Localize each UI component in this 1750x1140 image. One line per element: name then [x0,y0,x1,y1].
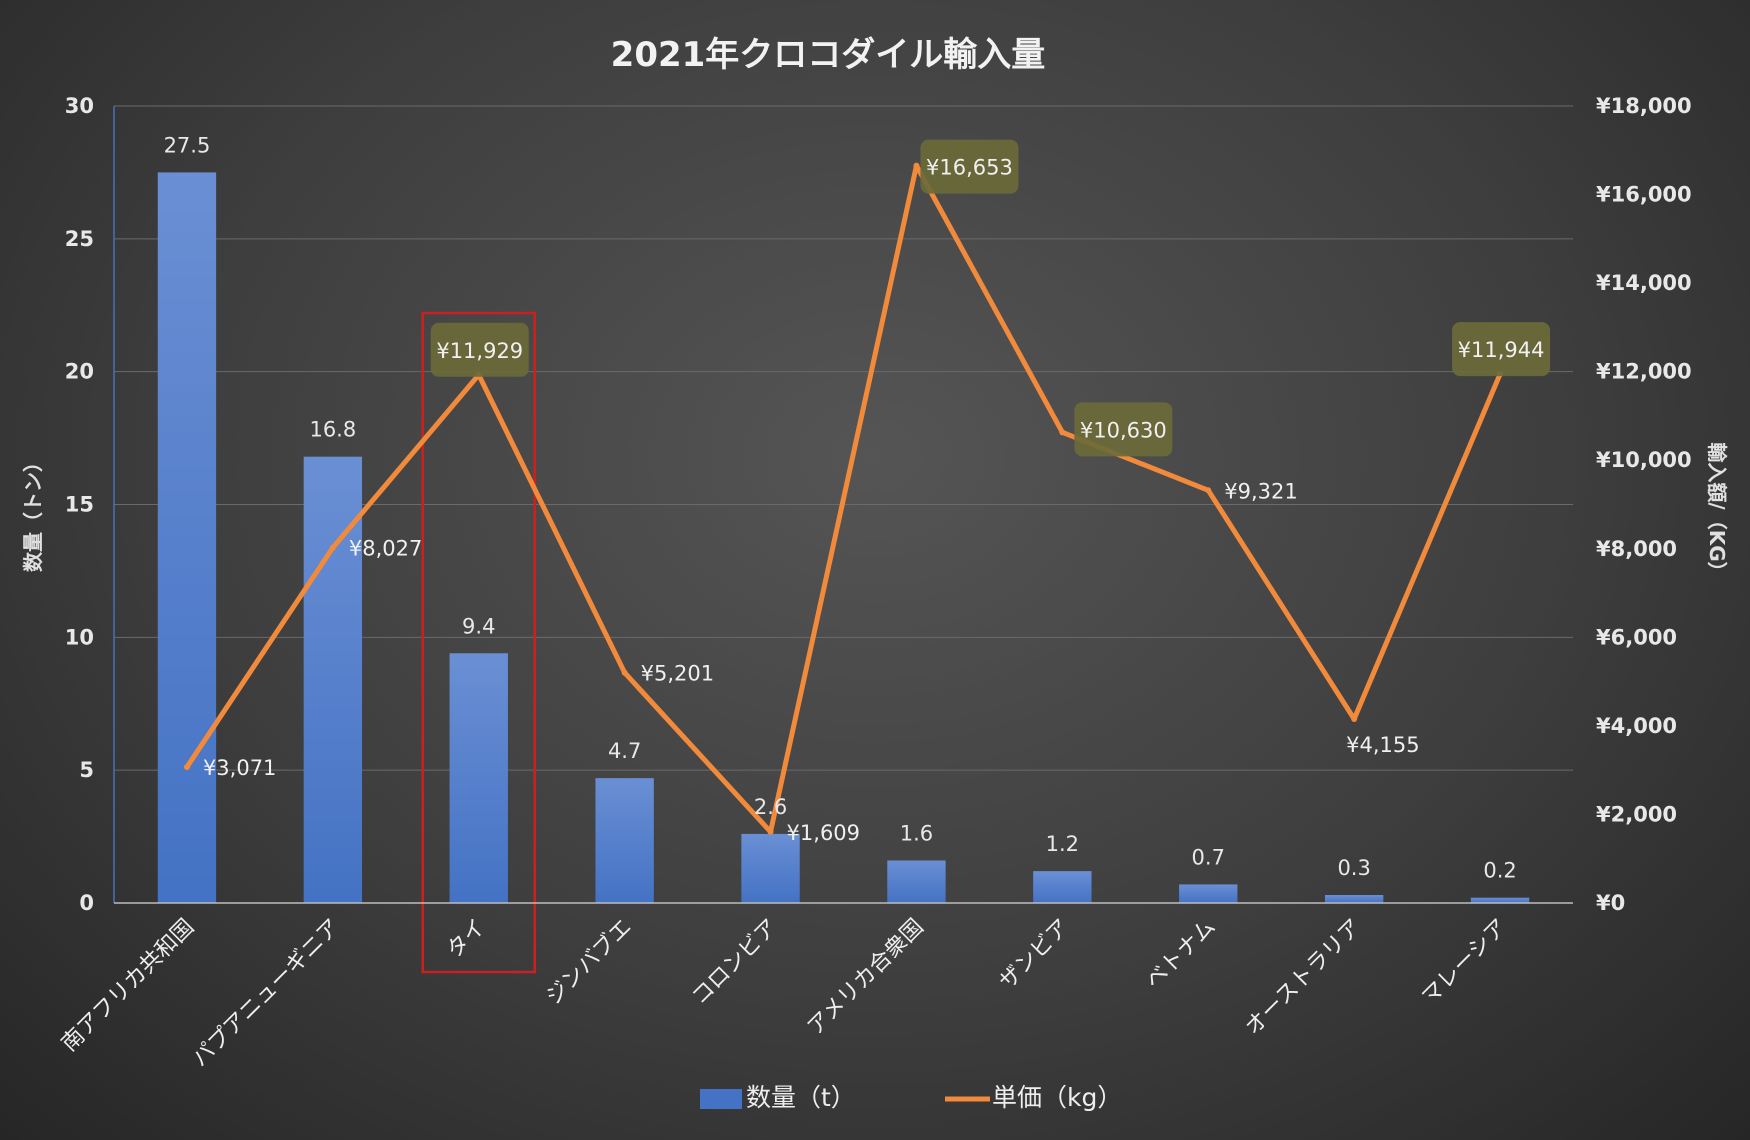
line-data-label: ¥16,653 [926,156,1013,180]
bar [1470,897,1530,903]
line-data-label: ¥11,944 [1458,338,1545,362]
line-point [767,828,774,835]
line-data-label: ¥9,321 [1224,479,1297,503]
chart-title: 2021年クロコダイル輸入量 [611,35,1046,75]
y-right-tick-label: ¥18,000 [1596,94,1692,118]
line-point [913,162,920,169]
bar [1179,884,1238,903]
bar [449,653,508,903]
y-right-tick-label: ¥14,000 [1596,271,1692,295]
y-right-tick-label: ¥2,000 [1596,802,1677,826]
y-left-tick-label: 15 [65,493,94,517]
line-data-label: ¥8,027 [349,537,422,561]
y-right-tick-label: ¥6,000 [1596,625,1677,649]
line-point [1205,487,1212,494]
y-right-tick-label: ¥10,000 [1596,448,1692,472]
bar [741,833,800,903]
bar-data-label: 2.6 [754,795,787,819]
line-label-badge [430,322,529,377]
bar [1324,895,1384,903]
bar-data-label: 1.2 [1046,832,1079,856]
y-right-tick-label: ¥4,000 [1596,714,1677,738]
line-data-label: ¥4,155 [1346,733,1419,757]
x-category-label: タイ [442,915,491,964]
line-data-label: ¥5,201 [641,662,714,686]
bar [595,778,654,903]
line-series [184,163,1503,835]
line-label-badge [1074,402,1173,457]
line-point [1059,429,1066,436]
x-category-label: ベトナム [1141,915,1220,994]
bar-data-label: 4.7 [608,739,641,763]
y-right-tick-label: ¥12,000 [1596,360,1692,384]
bar-data-label: 0.7 [1192,845,1225,869]
legend-bar-label: 数量（t） [746,1083,856,1112]
y-left-tick-label: 30 [65,94,94,118]
y-left-tick-label: 10 [65,625,94,649]
line-data-label: ¥11,929 [436,339,523,363]
legend-bar-swatch [700,1089,742,1109]
line-point [1351,716,1358,723]
y-right-axis-title: 輸入額/（KG） [1705,442,1729,581]
line-point [621,669,628,676]
y-left-tick-label: 5 [79,758,94,782]
x-category-label: 南アフリカ共和国 [57,915,199,1057]
x-category-label: コロンビア [687,915,782,1010]
y-left-tick-label: 0 [79,891,94,915]
line-data-label: ¥1,609 [787,821,860,845]
line-label-badge [1452,322,1551,377]
y-right-tick-label: ¥8,000 [1596,537,1677,561]
highlight-box [421,311,536,974]
bar [157,172,217,903]
x-category-label: ザンビア [995,915,1075,995]
y-left-axis-title: 数量（トン） [21,452,45,572]
line-label-badge [920,139,1019,194]
bar-data-label: 0.3 [1337,856,1370,880]
bar [303,456,363,903]
bar [1033,871,1092,903]
x-category-label: パプアニューギニア [188,915,345,1072]
x-category-label: ジンバブエ [541,915,636,1010]
y-right-tick-label: ¥0 [1596,891,1625,915]
bar-data-label: 16.8 [309,418,356,442]
x-category-label: アメリカ合衆国 [803,915,929,1041]
legend-line-label: 単価（kg） [992,1083,1122,1112]
line-data-label: ¥3,071 [203,756,276,780]
x-category-label: オーストラリア [1241,915,1367,1041]
bar-data-label: 27.5 [164,133,211,157]
bar-data-label: 1.6 [900,821,933,845]
y-right-tick-label: ¥16,000 [1596,183,1692,207]
line-point [183,764,190,771]
bar-data-label: 0.2 [1483,859,1516,883]
bar [887,860,946,903]
y-left-tick-label: 20 [65,360,94,384]
line-point [329,544,336,551]
bar-data-label: 9.4 [462,614,495,638]
x-category-label: マレーシア [1417,915,1512,1010]
y-left-tick-label: 25 [65,227,94,251]
line-data-label: ¥10,630 [1080,418,1167,442]
